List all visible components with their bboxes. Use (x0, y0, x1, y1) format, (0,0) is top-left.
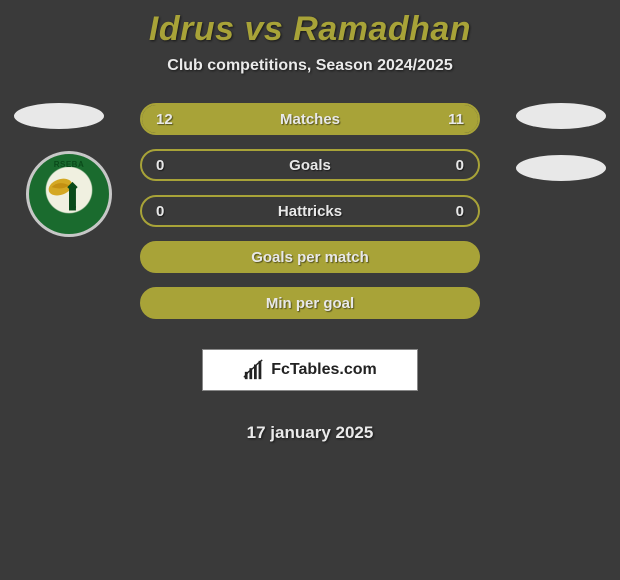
stat-row: 0 Hattricks 0 (140, 195, 480, 227)
stat-left-value: 0 (156, 203, 164, 220)
stat-row: 0 Goals 0 (140, 149, 480, 181)
stat-label: Goals (289, 157, 331, 174)
stat-label: Min per goal (266, 295, 354, 312)
player-right-oval (516, 103, 606, 129)
footer-date: 17 january 2025 (247, 423, 374, 443)
stat-label: Matches (280, 111, 340, 128)
stat-row: Goals per match (140, 241, 480, 273)
watermark-text: FcTables.com (271, 361, 377, 379)
page-title: Idrus vs Ramadhan (149, 10, 471, 49)
badge-emblem-icon (43, 168, 95, 220)
stat-area: RSEBA 12 Matches 11 0 Goals 0 0 Hattricks 0 Goals… (0, 103, 620, 443)
stat-right-value: 0 (456, 157, 464, 174)
chart-bars-icon (243, 359, 265, 381)
page-subtitle: Club competitions, Season 2024/2025 (167, 57, 452, 75)
club-badge: RSEBA (26, 151, 112, 237)
comparison-card: Idrus vs Ramadhan Club competitions, Sea… (0, 0, 620, 443)
badge-text: RSEBA (54, 160, 85, 169)
stat-right-value: 0 (456, 203, 464, 220)
stat-label: Hattricks (278, 203, 342, 220)
watermark: FcTables.com (202, 349, 418, 391)
player-left-oval (14, 103, 104, 129)
stat-right-value: 11 (448, 111, 464, 128)
stats-rows: 12 Matches 11 0 Goals 0 0 Hattricks 0 Goals per m… (140, 103, 480, 319)
stat-row: Min per goal (140, 287, 480, 319)
stat-row: 12 Matches 11 (140, 103, 480, 135)
player-right-oval-2 (516, 155, 606, 181)
stat-left-value: 12 (156, 111, 173, 128)
stat-label: Goals per match (251, 249, 369, 266)
stat-left-value: 0 (156, 157, 164, 174)
